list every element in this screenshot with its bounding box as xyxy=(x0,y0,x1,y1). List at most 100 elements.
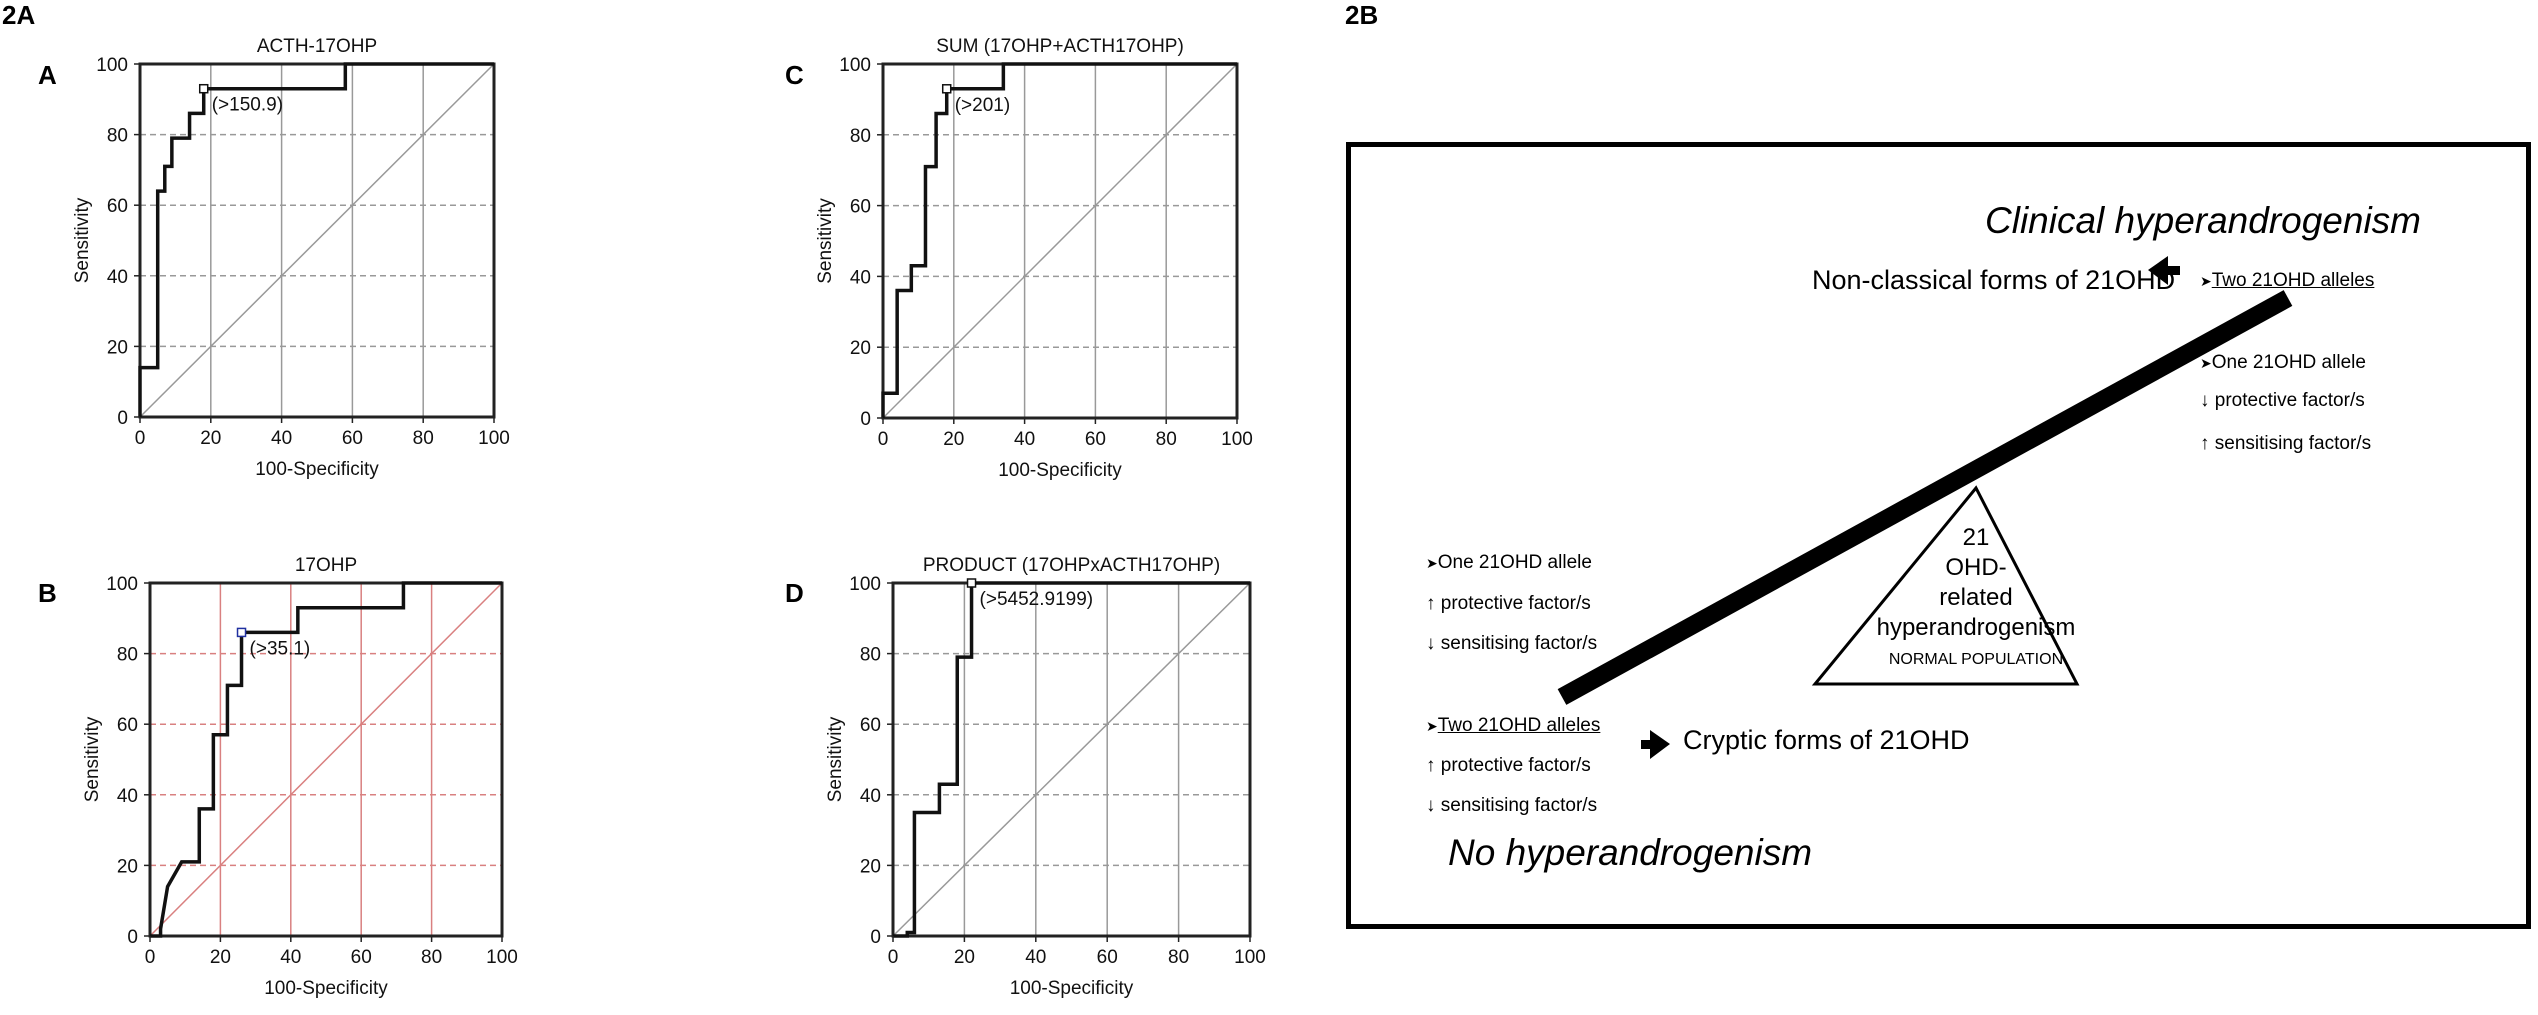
chart-title: SUM (17OHP+ACTH17OHP) xyxy=(936,36,1184,57)
y-tick-label: 40 xyxy=(850,267,871,288)
left-protective-2: ↑ protective factor/s xyxy=(1426,755,1591,776)
x-tick-label: 100 xyxy=(1221,429,1253,450)
x-tick-label: 20 xyxy=(954,947,975,968)
y-tick-label: 20 xyxy=(860,856,881,877)
arrow-left-icon xyxy=(2148,256,2180,285)
y-tick-label: 0 xyxy=(860,409,871,430)
x-tick-label: 40 xyxy=(1025,947,1046,968)
y-tick-label: 100 xyxy=(106,574,138,595)
x-axis-label: 100-Specificity xyxy=(1010,978,1134,999)
left-sensitising-2: ↓ sensitising factor/s xyxy=(1426,795,1598,816)
triangle-line-4: hyperandrogenism xyxy=(1876,614,2076,641)
x-tick-label: 0 xyxy=(878,429,889,450)
panel-letter-d: D xyxy=(785,578,804,608)
reference-diagonal xyxy=(139,63,495,418)
y-tick-label: 20 xyxy=(107,337,128,358)
cutoff-marker xyxy=(941,84,952,94)
seesaw-beam xyxy=(1557,290,2293,705)
y-tick-label: 80 xyxy=(117,645,138,666)
left-one-allele: ➤One 21OHD allele xyxy=(1426,552,1592,573)
x-tick-label: 60 xyxy=(351,947,372,968)
x-tick-label: 80 xyxy=(421,947,442,968)
right-two-alleles: ➤Two 21OHD alleles xyxy=(2200,270,2375,291)
bullet-icon: ➤ xyxy=(2200,355,2212,371)
cutoff-marker xyxy=(236,627,247,638)
cutoff-annotation: (>201) xyxy=(955,95,1010,116)
x-tick-label: 20 xyxy=(200,428,221,449)
y-tick-label: 60 xyxy=(117,715,138,736)
y-tick-label: 40 xyxy=(117,786,138,807)
x-tick-label: 80 xyxy=(1156,429,1177,450)
y-tick-label: 100 xyxy=(849,574,881,595)
no-hyperandrogenism-title: No hyperandrogenism xyxy=(1448,832,1813,873)
y-tick-label: 80 xyxy=(850,126,871,147)
cutoff-annotation: (>35.1) xyxy=(250,638,311,659)
x-tick-label: 80 xyxy=(413,428,434,449)
y-axis-label: Sensitivity xyxy=(72,197,93,283)
diagram-frame xyxy=(1346,142,2531,929)
x-tick-label: 40 xyxy=(1014,429,1035,450)
figure-label-2b: 2B xyxy=(1345,0,1379,30)
cryptic-label: Cryptic forms of 21OHD xyxy=(1683,725,1970,755)
y-tick-label: 60 xyxy=(850,197,871,218)
reference-diagonal xyxy=(149,582,503,937)
arrow-right-icon xyxy=(1641,730,1670,759)
y-tick-label: 20 xyxy=(850,338,871,359)
roc-chart-b: (>35.1) 0 20 40 60 80 100 0 20 40 60 80 100 17OHP 100-… xyxy=(82,555,518,999)
panel-letter-b: B xyxy=(38,578,57,608)
bullet-icon: ➤ xyxy=(1426,555,1438,571)
left-two-alleles: ➤Two 21OHD alleles xyxy=(1426,715,1601,736)
cutoff-annotation: (>5452.9199) xyxy=(980,589,1094,610)
chart-title: PRODUCT (17OHPxACTH17OHP) xyxy=(923,555,1220,576)
x-tick-label: 60 xyxy=(1085,429,1106,450)
x-tick-label: 100 xyxy=(486,947,518,968)
plot-frame xyxy=(148,581,504,938)
x-tick-label: 100 xyxy=(1234,947,1266,968)
x-axis-label: 100-Specificity xyxy=(255,459,379,480)
roc-curve xyxy=(893,581,1250,938)
triangle-line-3: related xyxy=(1939,584,2013,611)
roc-chart-c: (>201) 0 20 40 60 80 100 0 20 40 60 80 100 SUM (17OHP… xyxy=(815,36,1253,481)
y-tick-label: 0 xyxy=(127,927,138,948)
left-protective-1: ↑ protective factor/s xyxy=(1426,593,1591,614)
cutoff-annotation: (>150.9) xyxy=(212,95,283,116)
y-axis-label: Sensitivity xyxy=(825,716,846,802)
roc-chart-a: (>150.9) 0 20 40 60 80 100 0 20 40 60 80 100 ACTH-17O… xyxy=(72,36,510,480)
y-tick-label: 20 xyxy=(117,856,138,877)
y-tick-label: 60 xyxy=(860,715,881,736)
fulcrum-triangle xyxy=(1811,485,2080,686)
y-tick-label: 0 xyxy=(870,927,881,948)
y-axis-label: Sensitivity xyxy=(82,716,103,802)
x-tick-label: 0 xyxy=(135,428,146,449)
clinical-hyperandrogenism-title: Clinical hyperandrogenism xyxy=(1985,200,2421,241)
roc-curve xyxy=(150,581,502,938)
cutoff-marker xyxy=(966,578,977,588)
x-tick-label: 20 xyxy=(210,947,231,968)
reference-diagonal xyxy=(892,582,1251,937)
x-axis-label: 100-Specificity xyxy=(998,460,1122,481)
bullet-icon: ➤ xyxy=(1426,718,1438,734)
roc-chart-d: (>5452.9199) 0 20 40 60 80 100 0 20 40 60 80 100 PROD… xyxy=(825,555,1266,999)
x-tick-label: 60 xyxy=(1097,947,1118,968)
right-protective: ↓ protective factor/s xyxy=(2200,390,2365,411)
panel-letter-c: C xyxy=(785,60,804,90)
triangle-line-2: OHD- xyxy=(1945,554,2007,581)
x-tick-label: 20 xyxy=(943,429,964,450)
x-tick-label: 0 xyxy=(888,947,899,968)
x-tick-label: 60 xyxy=(342,428,363,449)
y-axis-label: Sensitivity xyxy=(815,198,836,284)
right-sensitising: ↑ sensitising factor/s xyxy=(2200,433,2372,454)
y-tick-label: 100 xyxy=(96,55,128,76)
x-tick-label: 40 xyxy=(271,428,292,449)
y-tick-label: 40 xyxy=(860,786,881,807)
y-tick-label: 60 xyxy=(107,196,128,217)
y-tick-label: 0 xyxy=(117,408,128,429)
cutoff-marker xyxy=(198,83,209,94)
left-sensitising-1: ↓ sensitising factor/s xyxy=(1426,633,1598,654)
y-tick-label: 100 xyxy=(839,55,871,76)
plot-frame xyxy=(138,62,496,419)
y-tick-label: 80 xyxy=(860,645,881,666)
x-tick-label: 40 xyxy=(280,947,301,968)
figure-label-2a: 2A xyxy=(2,0,36,30)
